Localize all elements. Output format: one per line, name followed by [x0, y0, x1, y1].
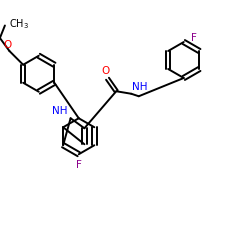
Text: O: O — [101, 66, 109, 76]
Text: NH: NH — [52, 106, 68, 116]
Text: NH: NH — [132, 82, 147, 92]
Text: F: F — [76, 160, 82, 170]
Text: F: F — [191, 33, 196, 43]
Text: CH$_3$: CH$_3$ — [9, 17, 29, 31]
Text: O: O — [4, 40, 12, 50]
